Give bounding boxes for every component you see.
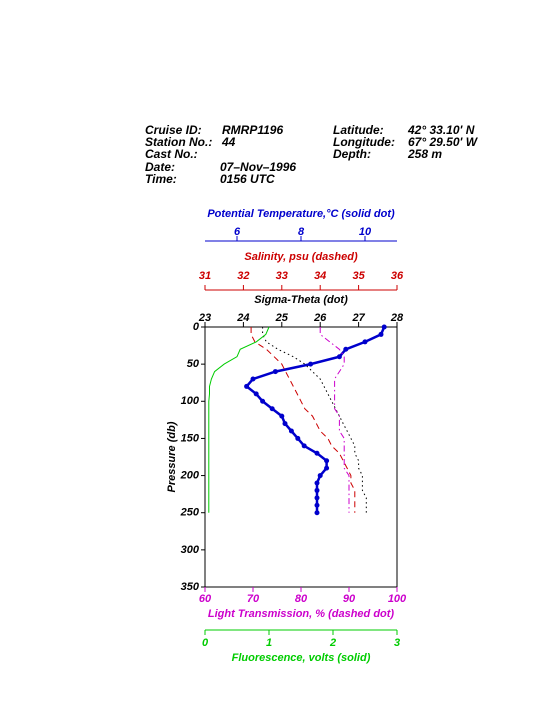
field-value: 0156 UTC: [220, 172, 275, 186]
field-label: Cruise ID:: [145, 123, 202, 137]
y-tick-label: 350: [181, 581, 200, 593]
profile-dot: [260, 398, 266, 404]
x-tick-label: 3: [394, 637, 400, 649]
x-tick-label: 60: [199, 593, 212, 605]
profile-dot: [314, 502, 320, 508]
field-label: Depth:: [333, 147, 371, 161]
x-tick-label: 70: [247, 593, 260, 605]
profile-dot: [324, 458, 330, 464]
profile-dot: [314, 487, 320, 493]
profile-dot: [343, 346, 349, 352]
profile-dot: [362, 339, 368, 345]
profile-dot: [295, 435, 301, 441]
profile-line: [208, 326, 270, 513]
profile-line: [250, 327, 356, 513]
profile-dot: [317, 473, 323, 479]
field-value: 67° 29.50' W: [408, 135, 479, 149]
profile-dot: [314, 450, 320, 456]
profile-dot: [253, 391, 259, 397]
axis-title: Salinity, psu (dashed): [244, 251, 358, 263]
x-tick-label: 25: [275, 312, 289, 324]
profile-dot: [250, 376, 256, 382]
x-tick-label: 28: [390, 312, 404, 324]
y-tick-label: 250: [180, 507, 200, 519]
x-tick-label: 80: [295, 593, 308, 605]
profile-dot: [301, 443, 307, 449]
profile-dot: [314, 495, 320, 501]
profile-line: [319, 327, 350, 513]
x-tick-label: 90: [343, 593, 356, 605]
profile-dot: [378, 331, 384, 337]
y-tick-label: 50: [187, 358, 200, 370]
y-tick-label: 200: [180, 469, 200, 481]
x-tick-label: 35: [352, 270, 365, 282]
x-tick-label: 34: [314, 270, 326, 282]
profile-dot: [244, 383, 250, 389]
y-tick-label: 150: [181, 432, 200, 444]
x-tick-label: 33: [276, 270, 288, 282]
x-tick-label: 26: [313, 312, 327, 324]
y-tick-label: 300: [181, 544, 200, 556]
profile-dot: [308, 361, 314, 367]
x-tick-label: 23: [198, 312, 211, 324]
profile-dot: [269, 406, 275, 412]
x-tick-label: 27: [351, 312, 365, 324]
axis-title: Sigma-Theta (dot): [254, 294, 348, 306]
axis-title: Potential Temperature,°C (solid dot): [207, 208, 395, 220]
field-label: Latitude:: [333, 123, 384, 137]
profile-dot: [336, 354, 342, 360]
x-tick-label: 0: [202, 637, 209, 649]
y-tick-label: 100: [181, 395, 200, 407]
profile-dot: [288, 428, 294, 434]
y-axis-title: Pressure (db): [166, 421, 178, 492]
profile-dot: [272, 369, 278, 375]
field-label: Date:: [145, 160, 175, 174]
profile-dot: [324, 465, 330, 471]
field-value: 258 m: [407, 147, 442, 161]
x-tick-label: 31: [199, 270, 211, 282]
y-tick-label: 0: [193, 321, 200, 333]
field-value: 07–Nov–1996: [220, 160, 296, 174]
axis-title: Light Transmission, % (dashed dot): [208, 608, 395, 620]
field-label: Cast No.:: [145, 147, 198, 161]
profile-dot: [282, 421, 288, 427]
field-value: RMRP1196: [222, 123, 283, 137]
field-label: Longitude:: [333, 135, 395, 149]
x-tick-label: 10: [359, 226, 372, 238]
field-label: Time:: [145, 172, 177, 186]
field-label: Station No.:: [145, 135, 212, 149]
x-tick-label: 100: [388, 593, 407, 605]
x-tick-label: 2: [329, 637, 336, 649]
x-tick-label: 36: [391, 270, 404, 282]
profile-line: [262, 327, 367, 513]
x-tick-label: 24: [236, 312, 249, 324]
axis-title: Fluorescence, volts (solid): [232, 652, 371, 664]
x-tick-label: 32: [237, 270, 249, 282]
profile-dot: [279, 413, 285, 419]
x-tick-label: 6: [234, 226, 241, 238]
x-tick-label: 1: [266, 637, 272, 649]
profile-dot: [314, 510, 320, 516]
profile-dot: [314, 480, 320, 486]
field-value: 42° 33.10' N: [407, 123, 475, 137]
profile-dot: [381, 324, 387, 330]
x-tick-label: 8: [298, 226, 305, 238]
field-value: 44: [221, 135, 236, 149]
